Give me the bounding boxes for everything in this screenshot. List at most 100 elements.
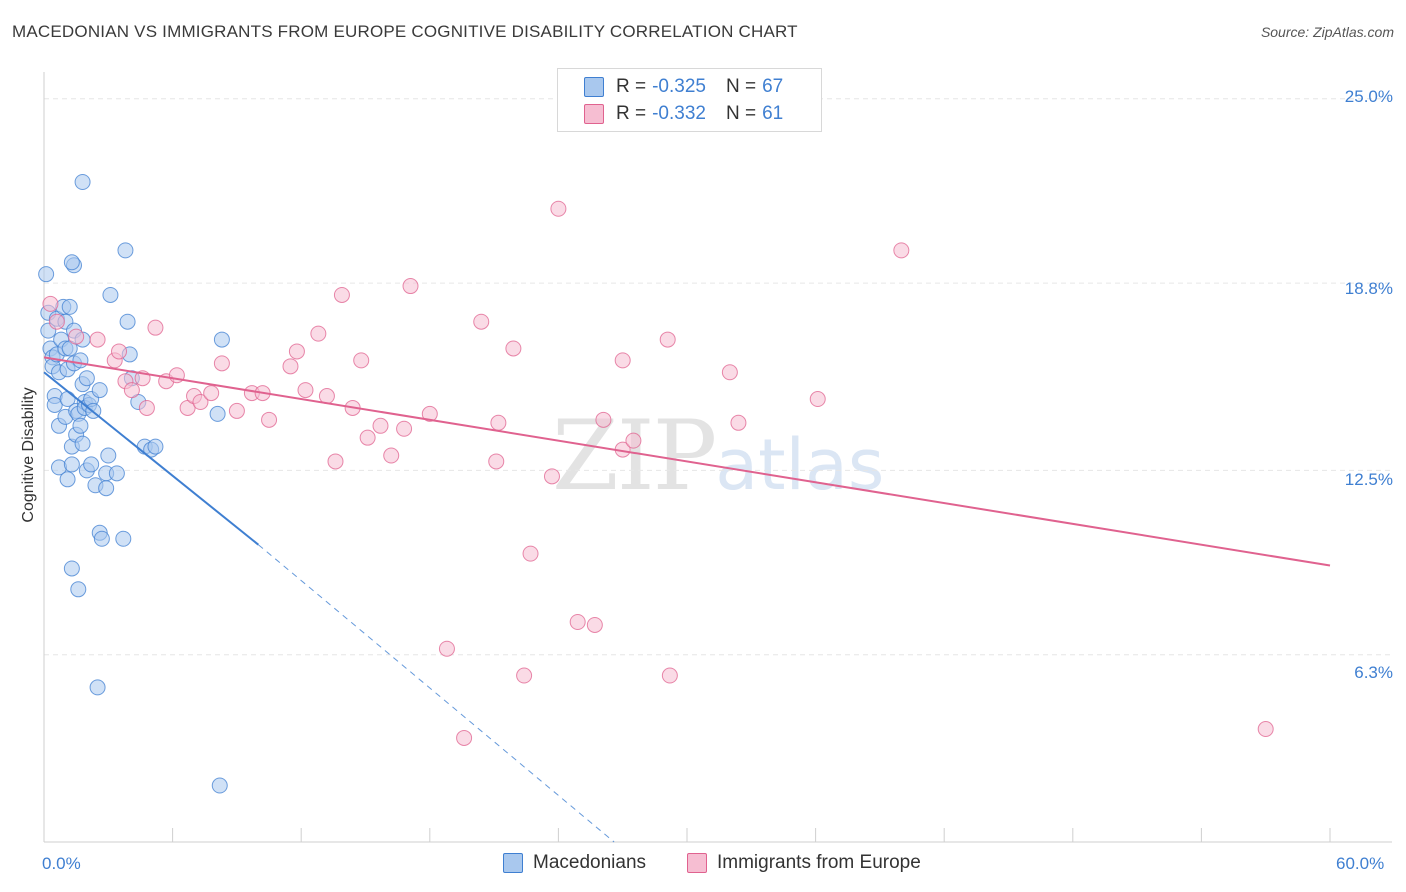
point-macedonian [83, 456, 100, 473]
point-macedonian [63, 560, 80, 577]
point-immigrant [488, 453, 505, 470]
legend-r-label: R = [616, 76, 647, 97]
point-macedonian [98, 480, 115, 497]
watermark: ZIPatlas [552, 400, 884, 512]
point-immigrant [383, 447, 400, 464]
point-macedonian [93, 530, 110, 547]
legend-row-macedonians: R = -0.325 N = 67 [584, 74, 783, 100]
trendline-macedonians-extension [258, 544, 615, 843]
point-macedonian [63, 254, 80, 271]
y-tick-label-6: 6.3% [1354, 663, 1393, 682]
point-immigrant [586, 616, 603, 633]
point-immigrant [1257, 721, 1274, 738]
point-macedonian [70, 581, 87, 598]
point-immigrant [730, 414, 747, 431]
point-immigrant [421, 405, 438, 422]
y-tick-label-25: 25.0% [1344, 87, 1393, 106]
x-tick-label-min: 0.0% [42, 854, 81, 873]
legend-n-label: N = [725, 76, 757, 97]
point-macedonian [38, 266, 55, 283]
legend-n-label: N = [725, 103, 757, 124]
point-immigrant [89, 331, 106, 348]
point-immigrant [505, 340, 522, 357]
legend-label-macedonians: Macedonians [533, 852, 647, 873]
trendline-macedonians [43, 371, 259, 546]
point-immigrant [282, 358, 299, 375]
point-macedonian [211, 777, 228, 794]
point-macedonian [108, 465, 125, 482]
point-immigrant [147, 319, 164, 336]
point-immigrant [310, 325, 327, 342]
point-immigrant [659, 331, 676, 348]
legend-n-value: 61 [762, 103, 784, 124]
point-macedonian [46, 396, 63, 413]
legend-row-immigrants: R = -0.332 N = 61 [584, 101, 783, 127]
point-immigrant [228, 402, 245, 419]
point-macedonian [72, 352, 89, 369]
source-label: Source: ZipAtlas.com [1260, 24, 1394, 40]
point-immigrant [372, 417, 389, 434]
point-immigrant [261, 411, 278, 428]
y-tick-label-18: 18.8% [1344, 279, 1393, 298]
legend-r-value: -0.332 [652, 103, 706, 124]
legend-item-immigrants[interactable]: Immigrants from Europe [687, 852, 921, 874]
point-immigrant [402, 278, 419, 295]
point-macedonian [72, 417, 89, 434]
x-tick-label-max: 60.0% [1336, 854, 1385, 873]
point-macedonian [147, 438, 164, 455]
point-macedonian [102, 286, 119, 303]
point-macedonian [89, 679, 106, 696]
point-immigrant [721, 364, 738, 381]
watermark-zip: ZIP [552, 400, 717, 512]
point-immigrant [661, 667, 678, 684]
series-legend: Macedonians Immigrants from Europe [0, 852, 1406, 878]
point-immigrant [353, 352, 370, 369]
legend-swatch-blue [503, 853, 523, 873]
legend-swatch-pink [584, 104, 604, 124]
point-immigrant [297, 382, 314, 399]
point-immigrant [192, 394, 209, 410]
trendline-immigrants [43, 356, 1331, 567]
point-immigrant [490, 414, 507, 431]
point-immigrant [893, 242, 910, 259]
point-macedonian [100, 447, 117, 464]
watermark-atlas: atlas [715, 424, 885, 506]
point-immigrant [68, 328, 85, 345]
point-macedonian [63, 456, 80, 473]
point-macedonian [74, 435, 91, 452]
legend-r-label: R = [616, 103, 647, 124]
point-immigrant [318, 388, 335, 405]
legend-n-value: 67 [762, 76, 784, 97]
legend-swatch-blue [584, 77, 604, 97]
legend-item-macedonians[interactable]: Macedonians [503, 852, 646, 874]
point-macedonian [91, 382, 108, 399]
point-immigrant [327, 453, 344, 470]
point-macedonian [117, 242, 134, 259]
point-immigrant [809, 391, 826, 408]
y-tick-label-12: 12.5% [1344, 470, 1393, 489]
point-immigrant [111, 343, 128, 360]
point-immigrant [522, 545, 539, 562]
point-immigrant [203, 385, 220, 402]
point-macedonian [59, 471, 76, 488]
chart-title: MACEDONIAN VS IMMIGRANTS FROM EUROPE COG… [12, 22, 798, 41]
point-immigrant [625, 432, 642, 449]
point-macedonian [78, 370, 95, 387]
point-immigrant [138, 399, 155, 416]
point-immigrant [438, 640, 455, 657]
point-macedonian [209, 405, 226, 422]
point-immigrant [288, 343, 305, 360]
legend-label-immigrants: Immigrants from Europe [717, 852, 921, 873]
point-immigrant [543, 468, 560, 485]
legend-r-value: -0.325 [652, 76, 706, 97]
point-immigrant [595, 411, 612, 428]
point-immigrant [213, 355, 230, 372]
point-immigrant [123, 382, 140, 399]
point-immigrant [396, 420, 413, 437]
point-immigrant [550, 200, 567, 217]
point-immigrant [456, 729, 473, 746]
point-immigrant [333, 286, 350, 303]
stats-legend: R = -0.325 N = 67 R = -0.332 N = 61 [557, 68, 822, 132]
point-immigrant [359, 429, 376, 446]
